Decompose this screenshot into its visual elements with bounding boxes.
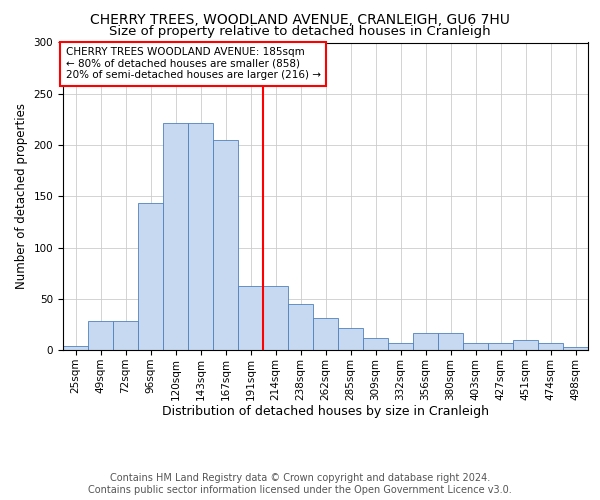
- Bar: [163, 124, 188, 350]
- Bar: [263, 286, 288, 350]
- Bar: [188, 124, 213, 350]
- Bar: [513, 340, 538, 350]
- Bar: [338, 328, 363, 350]
- Bar: [413, 332, 438, 350]
- Bar: [213, 140, 238, 350]
- Bar: [313, 318, 338, 350]
- Bar: [538, 343, 563, 350]
- Bar: [488, 343, 513, 350]
- Y-axis label: Number of detached properties: Number of detached properties: [15, 104, 28, 289]
- Bar: [563, 347, 588, 350]
- Bar: [138, 204, 163, 350]
- Bar: [388, 343, 413, 350]
- Text: Contains HM Land Registry data © Crown copyright and database right 2024.
Contai: Contains HM Land Registry data © Crown c…: [88, 474, 512, 495]
- Bar: [438, 332, 463, 350]
- Bar: [113, 322, 138, 350]
- Bar: [88, 322, 113, 350]
- Bar: [363, 338, 388, 350]
- Text: Size of property relative to detached houses in Cranleigh: Size of property relative to detached ho…: [109, 25, 491, 38]
- Bar: [463, 343, 488, 350]
- Text: CHERRY TREES, WOODLAND AVENUE, CRANLEIGH, GU6 7HU: CHERRY TREES, WOODLAND AVENUE, CRANLEIGH…: [90, 12, 510, 26]
- Bar: [63, 346, 88, 350]
- X-axis label: Distribution of detached houses by size in Cranleigh: Distribution of detached houses by size …: [162, 406, 489, 418]
- Text: CHERRY TREES WOODLAND AVENUE: 185sqm
← 80% of detached houses are smaller (858)
: CHERRY TREES WOODLAND AVENUE: 185sqm ← 8…: [65, 47, 320, 80]
- Bar: [238, 286, 263, 350]
- Bar: [288, 304, 313, 350]
